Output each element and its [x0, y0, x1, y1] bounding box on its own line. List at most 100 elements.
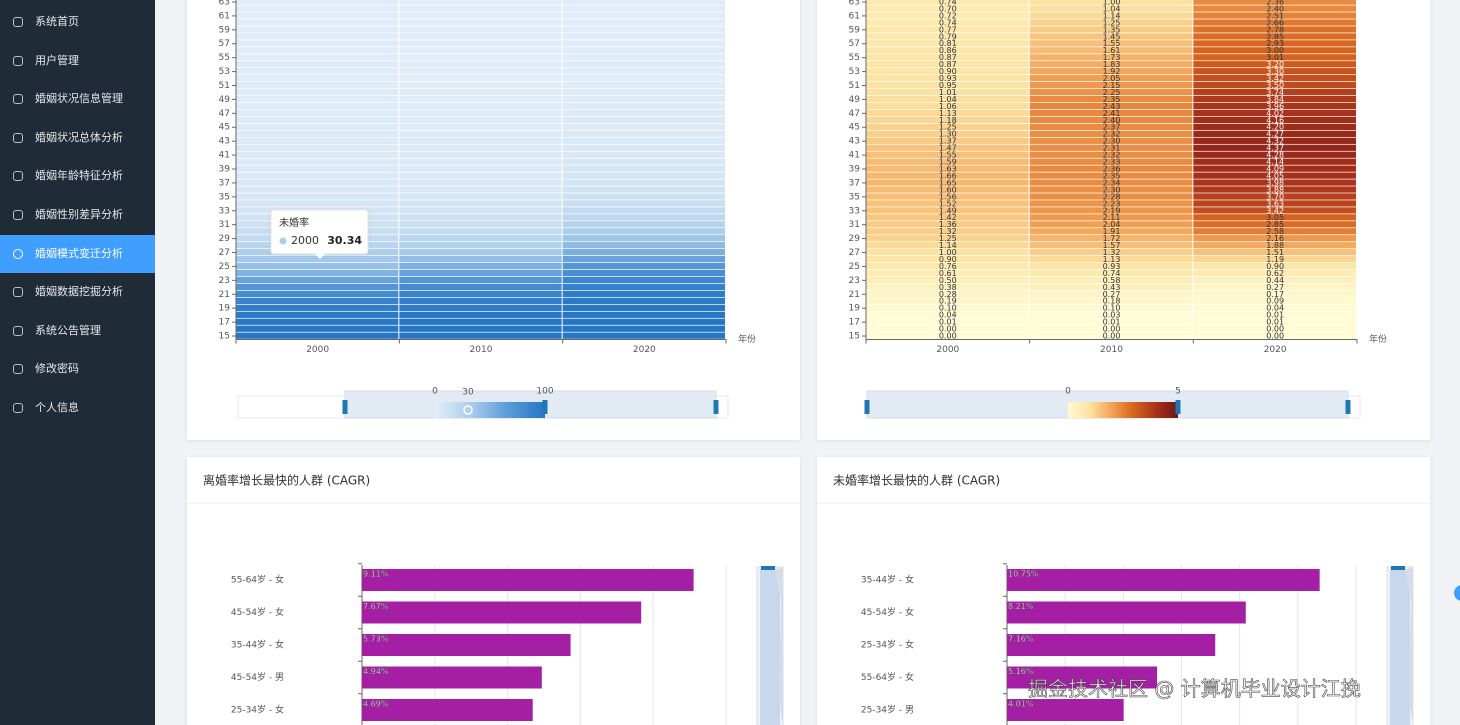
menu-item[interactable]: 婚姻模式变迁分析: [0, 234, 155, 273]
cell-label: 1.13: [1103, 255, 1121, 264]
menu-item[interactable]: 婚姻性别差异分析: [0, 196, 155, 234]
zoom-handle[interactable]: [1391, 566, 1405, 570]
heat-cell: [562, 75, 725, 82]
cell-label: 0.79: [939, 32, 957, 41]
menu-item[interactable]: 修改密码: [0, 350, 155, 388]
heat-cell: [236, 0, 399, 5]
cell-label: 1.72: [1103, 234, 1121, 243]
heat-cell: [399, 172, 562, 179]
bar: [1007, 666, 1158, 689]
y-tick-label: 53: [219, 67, 230, 77]
heat-cell: [399, 290, 562, 298]
y-tick-label: 17: [219, 318, 230, 328]
menu-item[interactable]: 婚姻状况总体分析: [0, 119, 155, 157]
heat-cell: [1193, 61, 1356, 68]
cell-label: 0.62: [1266, 269, 1284, 278]
slider-handle[interactable]: [1175, 400, 1181, 414]
menu-item[interactable]: 婚姻年龄特征分析: [0, 157, 155, 195]
menu-item[interactable]: 个人信息: [0, 389, 155, 427]
heat-cell: [1193, 33, 1356, 40]
float-button[interactable]: [1454, 585, 1460, 601]
heat-cell: [1193, 242, 1356, 249]
heat-cell: [236, 179, 399, 186]
cell-label: 1.30: [939, 130, 957, 139]
heat-cell: [562, 290, 725, 298]
heat-cell: [1193, 88, 1356, 96]
slider-handle[interactable]: [342, 400, 348, 414]
menu-item[interactable]: 系统首页: [0, 3, 155, 41]
cell-label: 0.00: [1266, 332, 1284, 341]
cell-label: 1.55: [939, 151, 957, 160]
heat-cell: [236, 95, 399, 103]
heat-cell: [1193, 304, 1356, 311]
cell-label: 0.43: [1103, 283, 1121, 292]
heat-cell: [562, 269, 725, 277]
y-tick-label: 33: [219, 206, 230, 216]
visual-map-bar: [435, 402, 545, 418]
heat-cell: [866, 235, 1029, 242]
cell-label: 4.09: [1266, 165, 1284, 174]
cell-label: 0.00: [939, 325, 957, 334]
cell-label: 2.51: [1266, 11, 1284, 20]
y-tick-label: 15: [219, 332, 230, 342]
cell-label: 0.10: [939, 304, 957, 313]
menu-item[interactable]: 系统公告管理: [0, 312, 155, 350]
heat-cell: [1029, 332, 1193, 339]
heat-cell: [866, 276, 1029, 284]
cell-label: 1.36: [939, 220, 957, 229]
heat-cell: [562, 207, 725, 214]
cell-label: 3.42: [1266, 74, 1284, 83]
slider-handle[interactable]: [542, 400, 548, 414]
cell-label: 2.40: [1103, 116, 1121, 125]
heat-cell: [866, 61, 1029, 68]
y-tick-label: 31: [849, 220, 860, 230]
menu-item[interactable]: 婚姻数据挖掘分析: [0, 273, 155, 311]
y-tick-label: 33: [849, 206, 860, 216]
heat-cell: [399, 144, 562, 151]
y-tick-label: 39: [849, 165, 861, 175]
menu-label: 婚姻模式变迁分析: [35, 246, 123, 260]
slider-handle[interactable]: [713, 400, 719, 414]
menu-icon: [13, 364, 23, 375]
tooltip-marker: [279, 237, 287, 245]
heat-cell: [399, 12, 562, 19]
heat-cell: [866, 249, 1029, 256]
cell-label: 3.30: [1266, 67, 1284, 76]
slider-handle[interactable]: [864, 400, 870, 414]
zoom-shadow: [775, 567, 783, 725]
cell-label: 1.25: [939, 234, 957, 243]
heat-cell: [562, 332, 725, 339]
heat-cell: [1193, 290, 1356, 298]
heat-cell: [1029, 68, 1193, 75]
heat-cell: [866, 26, 1029, 33]
heat-cell: [866, 130, 1029, 137]
heat-cell: [1029, 304, 1193, 311]
heat-cell: [1029, 19, 1193, 26]
heat-cell: [1029, 193, 1193, 200]
menu-item[interactable]: 婚姻状况信息管理: [0, 80, 155, 118]
heat-cell: [236, 130, 399, 137]
heat-cell: [236, 269, 399, 277]
heat-cell: [236, 158, 399, 165]
slider-handle[interactable]: [1345, 400, 1351, 414]
cell-label: 0.74: [1103, 269, 1121, 278]
menu-item[interactable]: 用户管理: [0, 42, 155, 80]
heat-cell: [399, 235, 562, 242]
heat-cell: [399, 276, 562, 284]
heat-cell: [399, 40, 562, 47]
heat-cell: [866, 19, 1029, 26]
y-tick-label: 35: [849, 192, 860, 202]
cell-label: 3.00: [1266, 46, 1284, 55]
heat-cell: [866, 193, 1029, 200]
heat-cell: [1193, 179, 1356, 186]
tooltip: [270, 209, 369, 255]
heat-cell: [399, 193, 562, 200]
heat-cell: [562, 255, 725, 263]
cell-label: 2.15: [1103, 81, 1121, 90]
cell-label: 1.92: [1103, 67, 1121, 76]
y-tick-label: 25: [849, 262, 860, 272]
cell-label: 3.74: [1266, 88, 1284, 97]
heat-cell: [1193, 228, 1356, 235]
zoom-handle[interactable]: [761, 566, 775, 570]
cell-label: 2.05: [1103, 74, 1121, 83]
